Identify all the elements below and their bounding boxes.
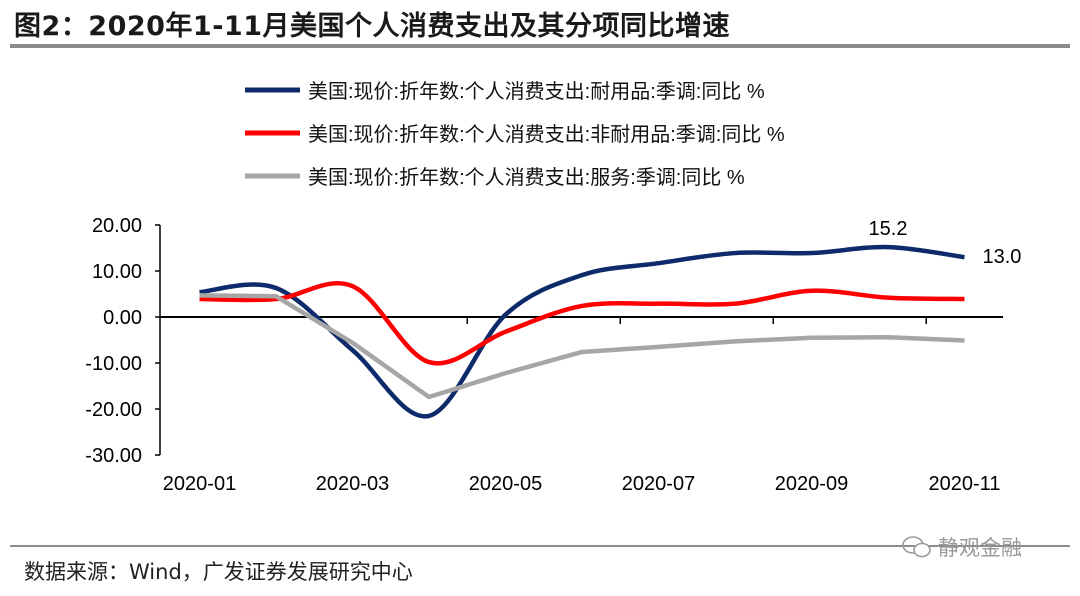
x-tick-label: 2020-09 <box>775 473 848 495</box>
series-line-1 <box>199 281 965 366</box>
legend-label: 美国:现价:折年数:个人消费支出:非耐用品:季调:同比 % <box>308 123 785 146</box>
y-tick-label: 10.00 <box>92 261 142 283</box>
x-tick-label: 2020-05 <box>469 473 542 495</box>
y-tick-label: -10.00 <box>85 353 142 375</box>
x-tick-label: 2020-01 <box>163 473 236 495</box>
data-label: 13.0 <box>983 246 1022 268</box>
y-tick-label: 20.00 <box>92 215 142 237</box>
x-tick-label: 2020-11 <box>929 473 1001 495</box>
wechat-icon <box>902 536 931 558</box>
title-divider <box>10 44 1070 48</box>
data-label: 15.2 <box>869 218 908 240</box>
legend-label: 美国:现价:折年数:个人消费支出:服务:季调:同比 % <box>308 166 745 189</box>
y-tick-label: -30.00 <box>85 445 142 467</box>
source-note: 数据来源：Wind，广发证券发展研究中心 <box>24 560 413 584</box>
figure-title: 图2：2020年1-11月美国个人消费支出及其分项同比增速 <box>14 11 730 42</box>
y-tick-label: -20.00 <box>85 399 142 421</box>
watermark-text: 静观金融 <box>938 536 1022 560</box>
watermark-logo: 静观金融 <box>902 532 1022 562</box>
series-line-2 <box>199 293 965 400</box>
x-tick-label: 2020-03 <box>316 473 389 495</box>
y-tick-label: 0.00 <box>103 307 142 329</box>
legend-label: 美国:现价:折年数:个人消费支出:耐用品:季调:同比 % <box>308 80 765 103</box>
x-tick-label: 2020-07 <box>622 473 695 495</box>
line-chart: 美国:现价:折年数:个人消费支出:耐用品:季调:同比 % 美国:现价:折年数:个人… <box>85 80 1022 495</box>
series-line-0 <box>199 244 965 419</box>
footer-divider <box>10 545 1070 547</box>
